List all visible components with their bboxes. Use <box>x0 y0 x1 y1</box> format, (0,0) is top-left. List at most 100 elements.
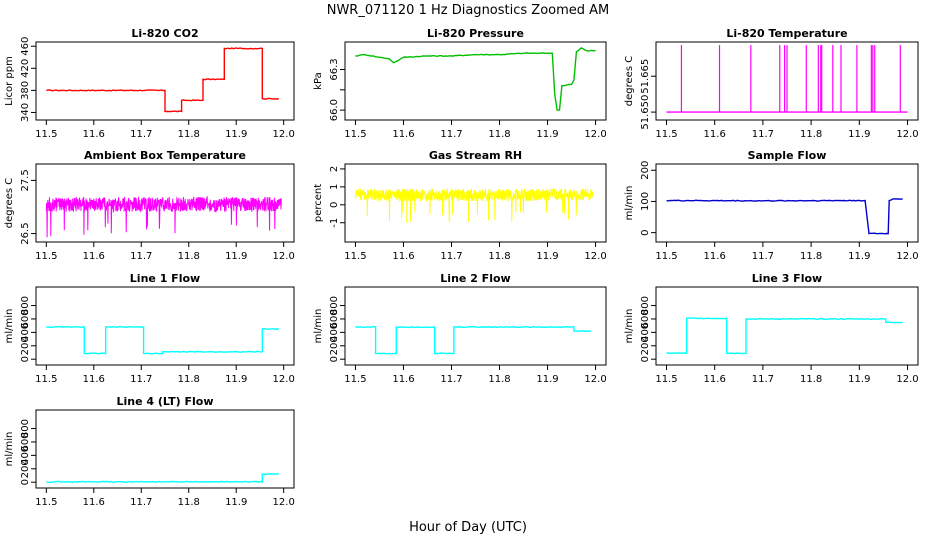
y-tick-label: 200 <box>20 459 31 478</box>
x-tick-label: 12.0 <box>273 251 295 262</box>
y-tick-label: 0 <box>20 479 31 485</box>
panel-10: Line 4 (LT) Flow ml/min 11.5 11.6 11.7 11.8 11… <box>4 395 295 508</box>
y-tick-label: 51.665 <box>640 59 651 94</box>
y-tick-label: 600 <box>640 309 651 328</box>
x-tick-label: 11.8 <box>800 129 822 140</box>
y-tick-label: 400 <box>20 323 31 342</box>
y-axis-label: ml/min <box>4 432 15 467</box>
series-line-1 <box>666 198 903 235</box>
x-tick-label: 11.9 <box>536 251 558 262</box>
plot-frame <box>35 286 295 366</box>
x-tick-label: 11.8 <box>178 129 200 140</box>
x-tick-label: 11.5 <box>655 129 677 140</box>
panel-title: Li-820 CO2 <box>131 27 198 40</box>
y-axis-label: ml/min <box>624 186 635 221</box>
y-tick-label: 51.650 <box>640 95 651 130</box>
x-tick-label: 11.9 <box>848 129 870 140</box>
y-tick-label: 600 <box>20 432 31 451</box>
y-tick-label: 200 <box>640 336 651 355</box>
y-tick-label: 0 <box>640 356 651 362</box>
y-tick-label: 200 <box>640 161 651 180</box>
y-tick-label: 1 <box>329 184 340 190</box>
x-tick-label: 12.0 <box>896 374 918 385</box>
plot-frame <box>35 409 295 489</box>
y-tick-label: 100 <box>640 192 651 211</box>
panel-title: Li-820 Pressure <box>427 27 524 40</box>
x-tick-label: 11.5 <box>35 251 57 262</box>
x-tick-label: 11.9 <box>848 374 870 385</box>
x-tick-label: 11.9 <box>536 129 558 140</box>
x-tick-label: 11.6 <box>704 251 726 262</box>
x-tick-label: 11.8 <box>178 374 200 385</box>
panel-title: Li-820 Temperature <box>726 27 847 40</box>
data-group <box>666 198 903 235</box>
x-tick-label: 11.7 <box>130 251 152 262</box>
panel-title: Sample Flow <box>748 149 827 162</box>
y-tick-label: 0 <box>329 356 340 362</box>
y-tick-label: 800 <box>640 296 651 315</box>
y-tick-label: 400 <box>20 446 31 465</box>
data-group <box>46 47 280 113</box>
figure-title: NWR_071120 1 Hz Diagnostics Zoomed AM <box>327 3 610 18</box>
panel-9: Line 3 Flow ml/min 11.5 11.6 11.7 11.8 11.9 12.… <box>624 272 919 385</box>
panel-6: Sample Flow ml/min 11.5 11.6 11.7 11.8 11.9 12.… <box>624 149 919 262</box>
x-tick-label: 11.7 <box>440 129 462 140</box>
x-tick-label: 11.5 <box>655 374 677 385</box>
y-tick-label: 200 <box>329 336 340 355</box>
x-tick-label: 11.5 <box>344 129 366 140</box>
panel-title: Line 3 Flow <box>752 272 822 285</box>
y-tick-label: 2 <box>329 166 340 172</box>
x-tick-label: 11.9 <box>225 374 247 385</box>
x-tick-label: 12.0 <box>584 129 606 140</box>
panel-title: Line 1 Flow <box>130 272 200 285</box>
x-tick-label: 11.5 <box>655 251 677 262</box>
data-group <box>46 325 279 355</box>
y-tick-label: 800 <box>20 419 31 438</box>
x-tick-label: 11.8 <box>488 251 510 262</box>
x-tick-label: 11.8 <box>488 374 510 385</box>
y-tick-label: 26.5 <box>20 222 31 244</box>
panel-5: Gas Stream RH percent 11.5 11.6 11.7 11.8 11.9… <box>313 149 607 262</box>
y-tick-label: 600 <box>329 309 340 328</box>
x-tick-label: 11.6 <box>83 251 105 262</box>
panel-1: Li-820 CO2 Licor ppm 11.5 11.6 11.7 11.8 11.9 1… <box>4 27 295 140</box>
series-line-1 <box>46 325 279 355</box>
panel-8: Line 2 Flow ml/min 11.5 11.6 11.7 11.8 11.9 12.… <box>313 272 607 385</box>
x-tick-label: 12.0 <box>896 129 918 140</box>
y-tick-label: 340 <box>20 103 31 122</box>
x-tick-label: 11.9 <box>225 497 247 508</box>
data-group <box>355 46 596 111</box>
data-group <box>355 325 591 355</box>
x-tick-label: 11.9 <box>536 374 558 385</box>
x-tick-label: 11.6 <box>83 497 105 508</box>
plot-frame <box>655 41 919 121</box>
y-tick-label: 66.0 <box>329 99 340 121</box>
y-axis-label: degrees C <box>4 178 15 228</box>
x-tick-label: 11.5 <box>344 374 366 385</box>
data-group <box>46 472 280 484</box>
figure-xlabel: Hour of Day (UTC) <box>409 520 527 535</box>
x-tick-label: 11.8 <box>800 251 822 262</box>
y-tick-label: 0 <box>640 229 651 235</box>
y-tick-label: 200 <box>20 336 31 355</box>
x-tick-label: 11.6 <box>704 374 726 385</box>
series-line-1 <box>355 325 591 355</box>
y-tick-label: 420 <box>20 59 31 78</box>
x-tick-label: 12.0 <box>273 497 295 508</box>
y-tick-label: 600 <box>20 309 31 328</box>
x-tick-label: 11.9 <box>848 251 870 262</box>
y-tick-label: 0 <box>329 202 340 208</box>
x-tick-label: 12.0 <box>273 129 295 140</box>
x-tick-label: 11.5 <box>35 129 57 140</box>
y-tick-label: 800 <box>20 296 31 315</box>
x-tick-label: 11.8 <box>178 251 200 262</box>
x-tick-label: 11.6 <box>83 374 105 385</box>
data-group <box>354 187 594 224</box>
panel-title: Gas Stream RH <box>429 149 522 162</box>
y-tick-label: 0 <box>20 356 31 362</box>
y-axis-label: ml/min <box>624 309 635 344</box>
x-tick-label: 11.9 <box>225 129 247 140</box>
series-line-1 <box>46 472 280 484</box>
y-tick-label: 460 <box>20 37 31 56</box>
